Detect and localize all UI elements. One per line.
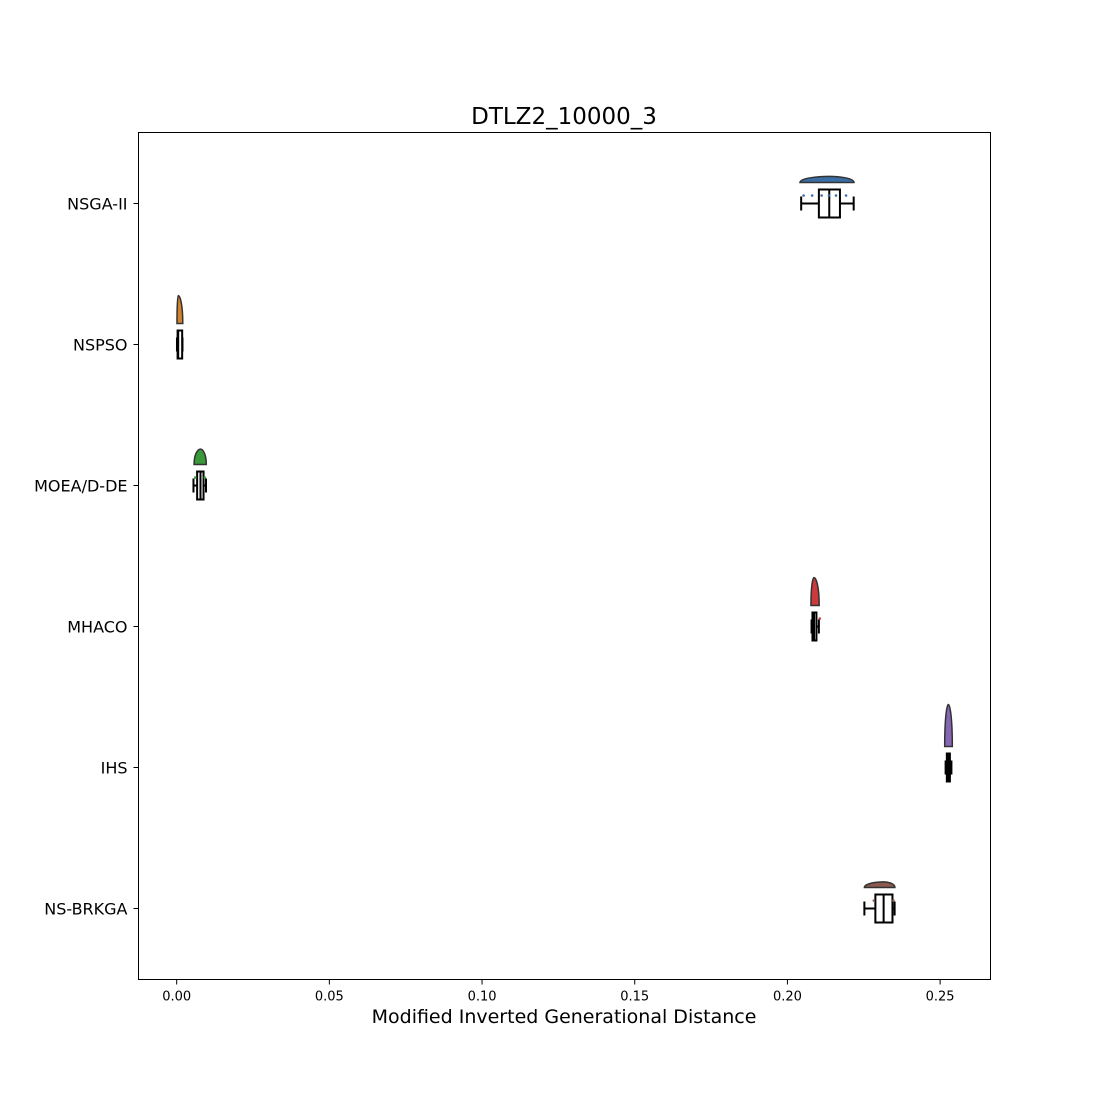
rain-point [810,194,814,197]
rain-point [802,194,805,197]
y-tick-label: NS-BRKGA [44,900,127,919]
x-axis: 0.00 0.05 0.10 0.15 0.20 0.25 [162,979,955,1005]
x-axis-label: Modified Inverted Generational Distance [372,1006,757,1028]
rain-point [827,194,831,197]
rain-point [834,194,838,197]
x-tick-label: 0.15 [620,990,649,1005]
density-cloud [193,448,208,466]
series-group [799,175,855,219]
rain-point [892,899,895,902]
density-cloud [810,576,820,607]
density-cloud [943,703,954,748]
rain-point [194,476,197,479]
chart-title: DTLZ2_10000_3 [471,104,657,130]
rain-point [872,899,876,902]
x-tick-label: 0.00 [162,990,191,1005]
y-tick-label: MHACO [67,618,127,637]
x-tick-label: 0.10 [468,990,497,1005]
series-group [810,576,822,642]
rain-point [203,476,207,479]
density-cloud [176,294,184,325]
series-group [863,881,896,924]
rain-point [844,194,848,197]
y-tick-label: IHS [101,759,128,778]
y-axis: NSGA-II NSPSO MOEA/D-DE MHACO IHS NS-BRKGA [34,195,139,919]
y-tick-label: MOEA/D-DE [34,477,127,496]
rain-point [818,617,822,620]
x-tick-label: 0.05 [315,990,344,1005]
density-cloud [799,175,855,184]
series-group [192,448,208,501]
y-tick-label: NSPSO [73,336,128,355]
marks [175,175,954,924]
plot-area [138,132,991,980]
rain-point [820,194,823,197]
series-group [175,294,184,360]
y-tick-label: NSGA-II [67,195,127,214]
density-cloud [863,881,896,889]
x-tick-label: 0.20 [773,990,802,1005]
series-group [943,703,954,783]
x-tick-label: 0.25 [926,990,955,1005]
